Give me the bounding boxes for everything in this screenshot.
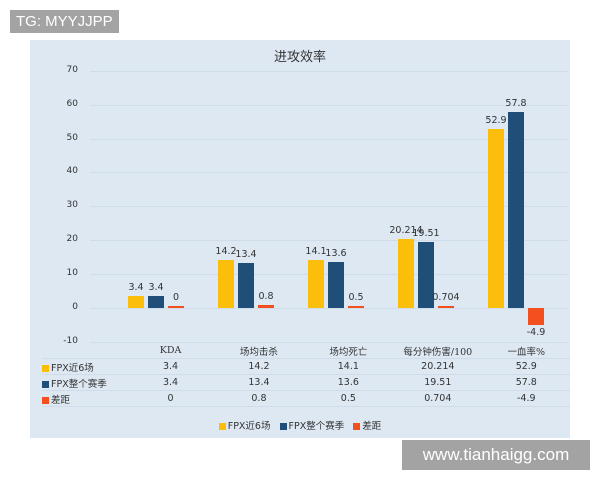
bar-value-label: 0.5 bbox=[348, 292, 364, 303]
bar-value-label: 13.4 bbox=[235, 248, 257, 260]
y-tick-label: 30 bbox=[66, 200, 78, 211]
bar bbox=[488, 128, 504, 308]
table-cell: 13.4 bbox=[214, 374, 304, 391]
gridline bbox=[90, 341, 568, 343]
table-cell: 0.5 bbox=[303, 390, 394, 407]
gridline bbox=[90, 240, 568, 242]
y-tick-label: 40 bbox=[66, 166, 78, 177]
table-header-row: KDA 场均击杀 场均死亡 每分钟伤害/100 一血率% bbox=[42, 343, 570, 359]
data-table: KDA 场均击杀 场均死亡 每分钟伤害/100 一血率% FPX近6场 3.4 … bbox=[42, 343, 570, 407]
bar-value-label: -4.9 bbox=[526, 326, 546, 338]
y-tick-label: 10 bbox=[66, 268, 78, 279]
bar bbox=[348, 306, 364, 308]
legend-item: 差距 bbox=[353, 421, 381, 432]
chart-title: 进攻效率 bbox=[273, 50, 326, 65]
table-row: 差距 0 0.8 0.5 0.704 -4.9 bbox=[42, 390, 570, 407]
bar bbox=[528, 308, 544, 325]
bar-value-label: 14.2 bbox=[215, 245, 237, 257]
bar-value-label: 57.8 bbox=[505, 98, 527, 110]
legend-swatch-icon bbox=[218, 423, 226, 430]
watermark-bottom: www.tianhaigg.com bbox=[402, 440, 590, 470]
bar-value-label: 3.4 bbox=[128, 282, 144, 294]
legend-swatch-icon bbox=[279, 423, 287, 430]
row-header: 差距 bbox=[42, 390, 127, 407]
table-header: 场均死亡 bbox=[303, 343, 394, 359]
table-header: KDA bbox=[126, 343, 215, 359]
gridline bbox=[90, 172, 568, 174]
table-row: FPX整个赛季 3.4 13.4 13.6 19.51 57.8 bbox=[42, 374, 570, 391]
legend-item: FPX近6场 bbox=[218, 421, 270, 432]
table-cell: 52.9 bbox=[482, 358, 570, 375]
y-tick-label: 20 bbox=[66, 234, 78, 245]
legend-swatch-icon bbox=[42, 396, 49, 404]
bar bbox=[398, 239, 414, 308]
table-row: FPX近6场 3.4 14.2 14.1 20.214 52.9 bbox=[42, 358, 570, 375]
bar bbox=[238, 262, 254, 308]
bar-value-label: 52.9 bbox=[485, 114, 507, 126]
y-tick-label: -10 bbox=[63, 335, 78, 346]
y-tick-label: 50 bbox=[66, 132, 78, 143]
table-cell: 20.214 bbox=[393, 358, 483, 375]
bar bbox=[438, 305, 454, 308]
table-header: 每分钟伤害/100 bbox=[393, 343, 483, 359]
bar-value-label: 0.8 bbox=[258, 291, 274, 303]
bar-value-label: 14.1 bbox=[305, 246, 327, 258]
chart-panel: 进攻效率 70 60 50 40 30 20 10 0 -10 3.4 3.4 0 14.2 13.4 0.… bbox=[30, 40, 570, 438]
bar-value-label: 0 bbox=[172, 292, 180, 303]
table-cell: 57.8 bbox=[482, 374, 570, 391]
legend-swatch-icon bbox=[42, 364, 49, 372]
row-header: FPX整个赛季 bbox=[42, 374, 127, 391]
bar bbox=[258, 305, 274, 308]
table-cell: 19.51 bbox=[393, 374, 483, 391]
row-header: FPX近6场 bbox=[42, 358, 127, 375]
table-cell: 13.6 bbox=[303, 374, 394, 391]
gridline bbox=[90, 138, 568, 140]
table-cell: 3.4 bbox=[126, 374, 215, 391]
table-corner bbox=[42, 343, 127, 359]
gridline bbox=[90, 70, 568, 72]
bar bbox=[508, 112, 524, 308]
bar bbox=[148, 296, 164, 308]
table-cell: 14.2 bbox=[214, 358, 304, 375]
bar bbox=[168, 306, 184, 308]
bar-value-label: 20.214 bbox=[389, 225, 423, 237]
watermark-top: TG: MYYJJPP bbox=[10, 10, 119, 33]
legend-swatch-icon bbox=[42, 380, 49, 388]
y-tick-label: 60 bbox=[66, 98, 78, 109]
table-cell: -4.9 bbox=[482, 390, 570, 407]
table-header: 场均击杀 bbox=[214, 343, 304, 359]
table-header: 一血率% bbox=[482, 343, 570, 359]
bar bbox=[418, 241, 434, 308]
table-cell: 0.704 bbox=[393, 390, 483, 407]
bar-value-label: 0.704 bbox=[432, 291, 460, 303]
gridline bbox=[90, 104, 568, 106]
bar-value-label: 19.51 bbox=[412, 227, 440, 239]
legend-item: FPX整个赛季 bbox=[279, 421, 344, 432]
y-tick-label: 70 bbox=[66, 64, 78, 75]
gridline bbox=[90, 206, 568, 208]
legend-swatch-icon bbox=[353, 423, 361, 430]
bar bbox=[308, 260, 324, 308]
chart-legend: FPX近6场 FPX整个赛季 差距 bbox=[30, 418, 570, 432]
bar bbox=[218, 259, 234, 308]
bar bbox=[128, 296, 144, 308]
gridline bbox=[90, 308, 568, 309]
y-tick-label: 0 bbox=[72, 302, 78, 312]
table-cell: 0 bbox=[126, 390, 215, 407]
bar-value-label: 13.6 bbox=[325, 247, 347, 259]
table-cell: 0.8 bbox=[214, 390, 304, 407]
table-cell: 3.4 bbox=[126, 358, 215, 375]
table-cell: 14.1 bbox=[303, 358, 394, 375]
bar-value-label: 3.4 bbox=[148, 282, 164, 294]
bar bbox=[328, 261, 344, 308]
